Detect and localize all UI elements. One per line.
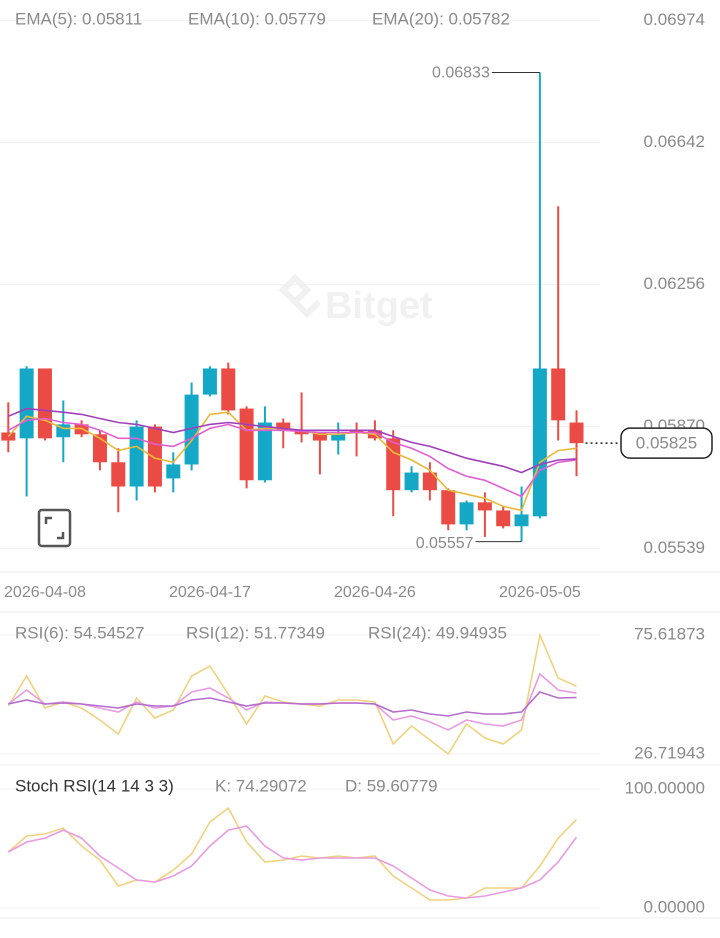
series-line <box>7 417 577 498</box>
series-line <box>7 806 578 901</box>
candle-body <box>331 434 346 441</box>
candle-body <box>312 432 327 441</box>
legend-entry: RSI(12): 51.77349 <box>186 623 325 642</box>
candle-body <box>1 432 16 441</box>
candle-body <box>386 438 401 491</box>
legend-entry: K: 74.29072 <box>215 776 307 795</box>
candle-body <box>184 394 199 465</box>
icon-arrows <box>44 516 65 540</box>
candle-body <box>221 368 236 411</box>
candle-body <box>19 368 34 439</box>
candle-body <box>202 368 217 395</box>
series-line <box>7 632 577 756</box>
y-tick-label: 0.06256 <box>644 274 705 293</box>
candle-body <box>257 422 272 481</box>
y-tick-label: 0.06974 <box>644 10 705 29</box>
candle-body <box>422 472 437 491</box>
candle-body <box>147 426 162 487</box>
legend-entry: RSI(6): 54.54527 <box>15 623 144 642</box>
candle-body <box>551 368 566 421</box>
candle-body <box>459 502 474 525</box>
panel-title: Stoch RSI(14 14 3 3) <box>15 776 174 795</box>
candle-body <box>349 430 364 433</box>
y-tick-label: 0.05539 <box>644 538 705 557</box>
candle-body <box>514 514 529 527</box>
watermark-logo <box>278 273 322 319</box>
x-tick-label: 2026-04-26 <box>334 584 416 601</box>
series-line <box>7 825 578 899</box>
legend-entry: EMA(5): 0.05811 <box>15 9 142 28</box>
last-price-label: 0.05825 <box>636 434 697 453</box>
series-line <box>7 672 577 731</box>
candle-body <box>276 422 291 431</box>
last-price-box <box>620 427 713 459</box>
candle-body <box>404 472 419 491</box>
candle-body <box>129 426 144 487</box>
x-tick-label: 2026-04-17 <box>169 584 251 601</box>
watermark: Bitget <box>325 285 433 327</box>
x-tick-label: 2026-05-05 <box>499 584 581 601</box>
candle-body <box>111 462 126 487</box>
candle-body <box>294 431 309 435</box>
legend-entry: EMA(20): 0.05782 <box>372 9 510 28</box>
high-label: 0.06833 <box>432 65 490 82</box>
legend-entry: D: 59.60779 <box>345 776 438 795</box>
series-line <box>8 691 577 717</box>
candle-body <box>477 502 492 511</box>
candle-body <box>496 510 511 527</box>
y-tick-label: 0.06642 <box>644 132 705 151</box>
legend-entry: EMA(10): 0.05779 <box>188 9 326 28</box>
low-label: 0.05557 <box>416 535 474 552</box>
candle-body <box>37 368 52 439</box>
candle-body <box>166 464 181 479</box>
legend-entry: RSI(24): 49.94935 <box>368 623 507 642</box>
candle-body <box>74 424 89 435</box>
icon-frame <box>37 508 72 548</box>
x-tick-label: 2026-04-08 <box>4 584 86 601</box>
fullscreen-icon[interactable] <box>37 508 72 548</box>
y-tick-label: 26.71943 <box>634 743 705 762</box>
y-tick-label: 0.00000 <box>644 897 705 916</box>
series-line <box>7 407 577 474</box>
y-tick-label: 100.00000 <box>625 779 705 798</box>
candle-body <box>239 408 254 481</box>
candle-body <box>532 368 547 517</box>
candle-body <box>441 490 456 525</box>
y-tick-label: 75.61873 <box>634 625 705 644</box>
candle-body <box>569 422 584 444</box>
